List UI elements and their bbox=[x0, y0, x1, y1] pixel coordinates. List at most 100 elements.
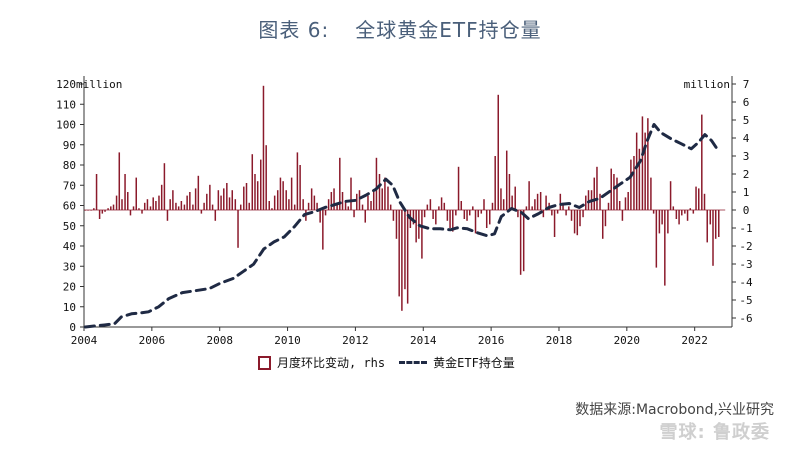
bar bbox=[559, 193, 562, 210]
right-tick-label: 1 bbox=[743, 186, 750, 199]
bar bbox=[675, 210, 678, 219]
bar bbox=[172, 190, 174, 210]
bar bbox=[706, 210, 708, 243]
right-tick-label: 0 bbox=[743, 204, 750, 217]
right-tick-label: -1 bbox=[739, 222, 752, 235]
bar bbox=[652, 210, 655, 214]
bar bbox=[466, 210, 468, 221]
bar bbox=[695, 186, 697, 210]
bar bbox=[514, 186, 516, 210]
bar bbox=[206, 193, 208, 210]
bar bbox=[423, 210, 426, 218]
bar bbox=[579, 210, 581, 227]
bar bbox=[245, 183, 248, 210]
bar bbox=[285, 190, 287, 210]
bar bbox=[243, 186, 245, 210]
left-tick-label: 80 bbox=[63, 159, 76, 172]
bar bbox=[429, 199, 432, 210]
bar bbox=[415, 210, 417, 243]
bar bbox=[562, 202, 564, 210]
bar bbox=[384, 177, 386, 210]
left-tick-label: 40 bbox=[63, 240, 76, 253]
bar bbox=[455, 210, 457, 216]
bar bbox=[107, 208, 109, 210]
x-tick-label: 2010 bbox=[274, 334, 301, 347]
bar bbox=[353, 210, 355, 218]
title-prefix: 图表 6: bbox=[258, 18, 330, 42]
bar bbox=[372, 192, 375, 210]
source-note: 数据来源:Macrobond,兴业研究 bbox=[575, 402, 774, 418]
bar bbox=[293, 204, 296, 210]
bar bbox=[110, 206, 112, 210]
bar bbox=[438, 206, 440, 210]
bar bbox=[553, 210, 556, 237]
right-tick-label: -2 bbox=[739, 240, 752, 253]
bar bbox=[322, 210, 324, 250]
bar bbox=[254, 174, 256, 210]
bar bbox=[709, 210, 712, 225]
x-tick-label: 2004 bbox=[71, 334, 98, 347]
bar bbox=[370, 201, 372, 210]
bar bbox=[565, 210, 567, 216]
x-tick-label: 2022 bbox=[681, 334, 708, 347]
left-tick-label: 30 bbox=[63, 260, 76, 273]
bar bbox=[587, 190, 590, 210]
x-tick-label: 2012 bbox=[342, 334, 369, 347]
bar bbox=[426, 204, 429, 210]
x-tick-label: 2016 bbox=[478, 334, 505, 347]
bar bbox=[519, 210, 522, 275]
watermark: 雪球: 鲁政委 bbox=[659, 422, 770, 443]
bar bbox=[534, 199, 536, 210]
bar bbox=[132, 206, 135, 210]
bar bbox=[192, 204, 194, 210]
bar bbox=[545, 195, 547, 210]
bar bbox=[582, 210, 584, 218]
right-tick-label: -5 bbox=[739, 294, 752, 307]
bar bbox=[525, 206, 528, 210]
bar bbox=[387, 186, 389, 210]
bar bbox=[228, 197, 231, 210]
bar bbox=[468, 210, 471, 216]
bar bbox=[440, 197, 443, 210]
bar bbox=[127, 192, 129, 210]
bar bbox=[491, 202, 494, 210]
legend: 月度环比变动, rhs 黄金ETF持仓量 bbox=[258, 354, 515, 371]
bar bbox=[93, 208, 95, 210]
bar bbox=[661, 210, 663, 225]
bar bbox=[570, 210, 573, 221]
bar bbox=[378, 174, 381, 210]
bar bbox=[220, 195, 222, 210]
left-tick-label: 90 bbox=[63, 139, 76, 152]
bar bbox=[624, 197, 627, 210]
bar bbox=[616, 177, 618, 210]
bar bbox=[531, 206, 533, 210]
right-tick-label: -4 bbox=[739, 276, 753, 289]
bar bbox=[505, 150, 508, 210]
bar bbox=[358, 190, 361, 210]
bar bbox=[160, 184, 163, 210]
bar bbox=[613, 174, 615, 210]
bar bbox=[265, 145, 267, 210]
bar bbox=[446, 210, 449, 221]
bar bbox=[290, 177, 293, 210]
bar bbox=[200, 210, 203, 214]
bar bbox=[463, 210, 466, 219]
left-tick-label: 10 bbox=[63, 301, 76, 314]
bar bbox=[339, 157, 341, 210]
legend-line-swatch bbox=[399, 361, 428, 364]
bar bbox=[183, 204, 186, 210]
bar bbox=[98, 210, 101, 219]
bar bbox=[336, 202, 338, 210]
bar bbox=[576, 210, 579, 236]
bar bbox=[251, 154, 254, 210]
bar bbox=[539, 192, 542, 210]
bar bbox=[344, 201, 347, 210]
bar bbox=[483, 199, 485, 210]
right-tick-label: -6 bbox=[739, 312, 752, 325]
bar bbox=[599, 193, 601, 210]
right-tick-label: 5 bbox=[743, 114, 750, 127]
holdings-line bbox=[83, 123, 720, 329]
x-tick-label: 2020 bbox=[614, 334, 641, 347]
bar bbox=[502, 199, 505, 210]
